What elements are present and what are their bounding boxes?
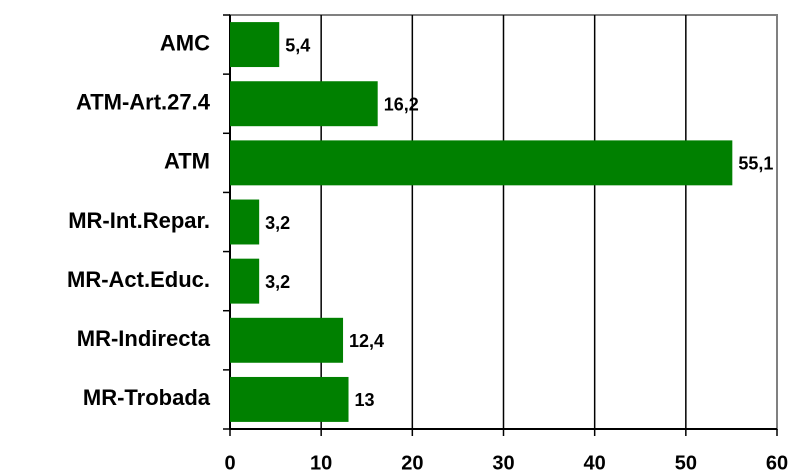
data-label: 16,2 <box>384 94 419 114</box>
bar <box>230 317 344 363</box>
y-tick-label: ATM <box>164 149 210 174</box>
bar <box>230 258 260 304</box>
bar <box>230 22 280 68</box>
x-tick-label: 40 <box>584 452 606 474</box>
data-label: 13 <box>355 390 375 410</box>
x-tick-label: 30 <box>492 452 514 474</box>
bar <box>230 199 260 245</box>
x-tick-label: 20 <box>401 452 423 474</box>
x-tick-label: 50 <box>675 452 697 474</box>
y-tick-label: MR-Int.Repar. <box>68 208 210 233</box>
x-tick-label: 60 <box>766 452 788 474</box>
data-label: 3,2 <box>265 213 290 233</box>
y-tick-label: AMC <box>160 30 210 55</box>
y-tick-label: ATM-Art.27.4 <box>76 90 211 115</box>
data-label: 55,1 <box>738 154 773 174</box>
bar <box>230 81 378 127</box>
y-tick-label: MR-Trobada <box>83 385 211 410</box>
bar <box>230 140 733 186</box>
y-tick-label: MR-Indirecta <box>77 326 211 351</box>
x-tick-label: 0 <box>224 452 235 474</box>
y-tick-label: MR-Act.Educ. <box>67 267 210 292</box>
data-label: 3,2 <box>265 272 290 292</box>
data-label: 12,4 <box>349 331 384 351</box>
data-label: 5,4 <box>285 35 310 55</box>
bar <box>230 376 349 422</box>
x-tick-label: 10 <box>310 452 332 474</box>
